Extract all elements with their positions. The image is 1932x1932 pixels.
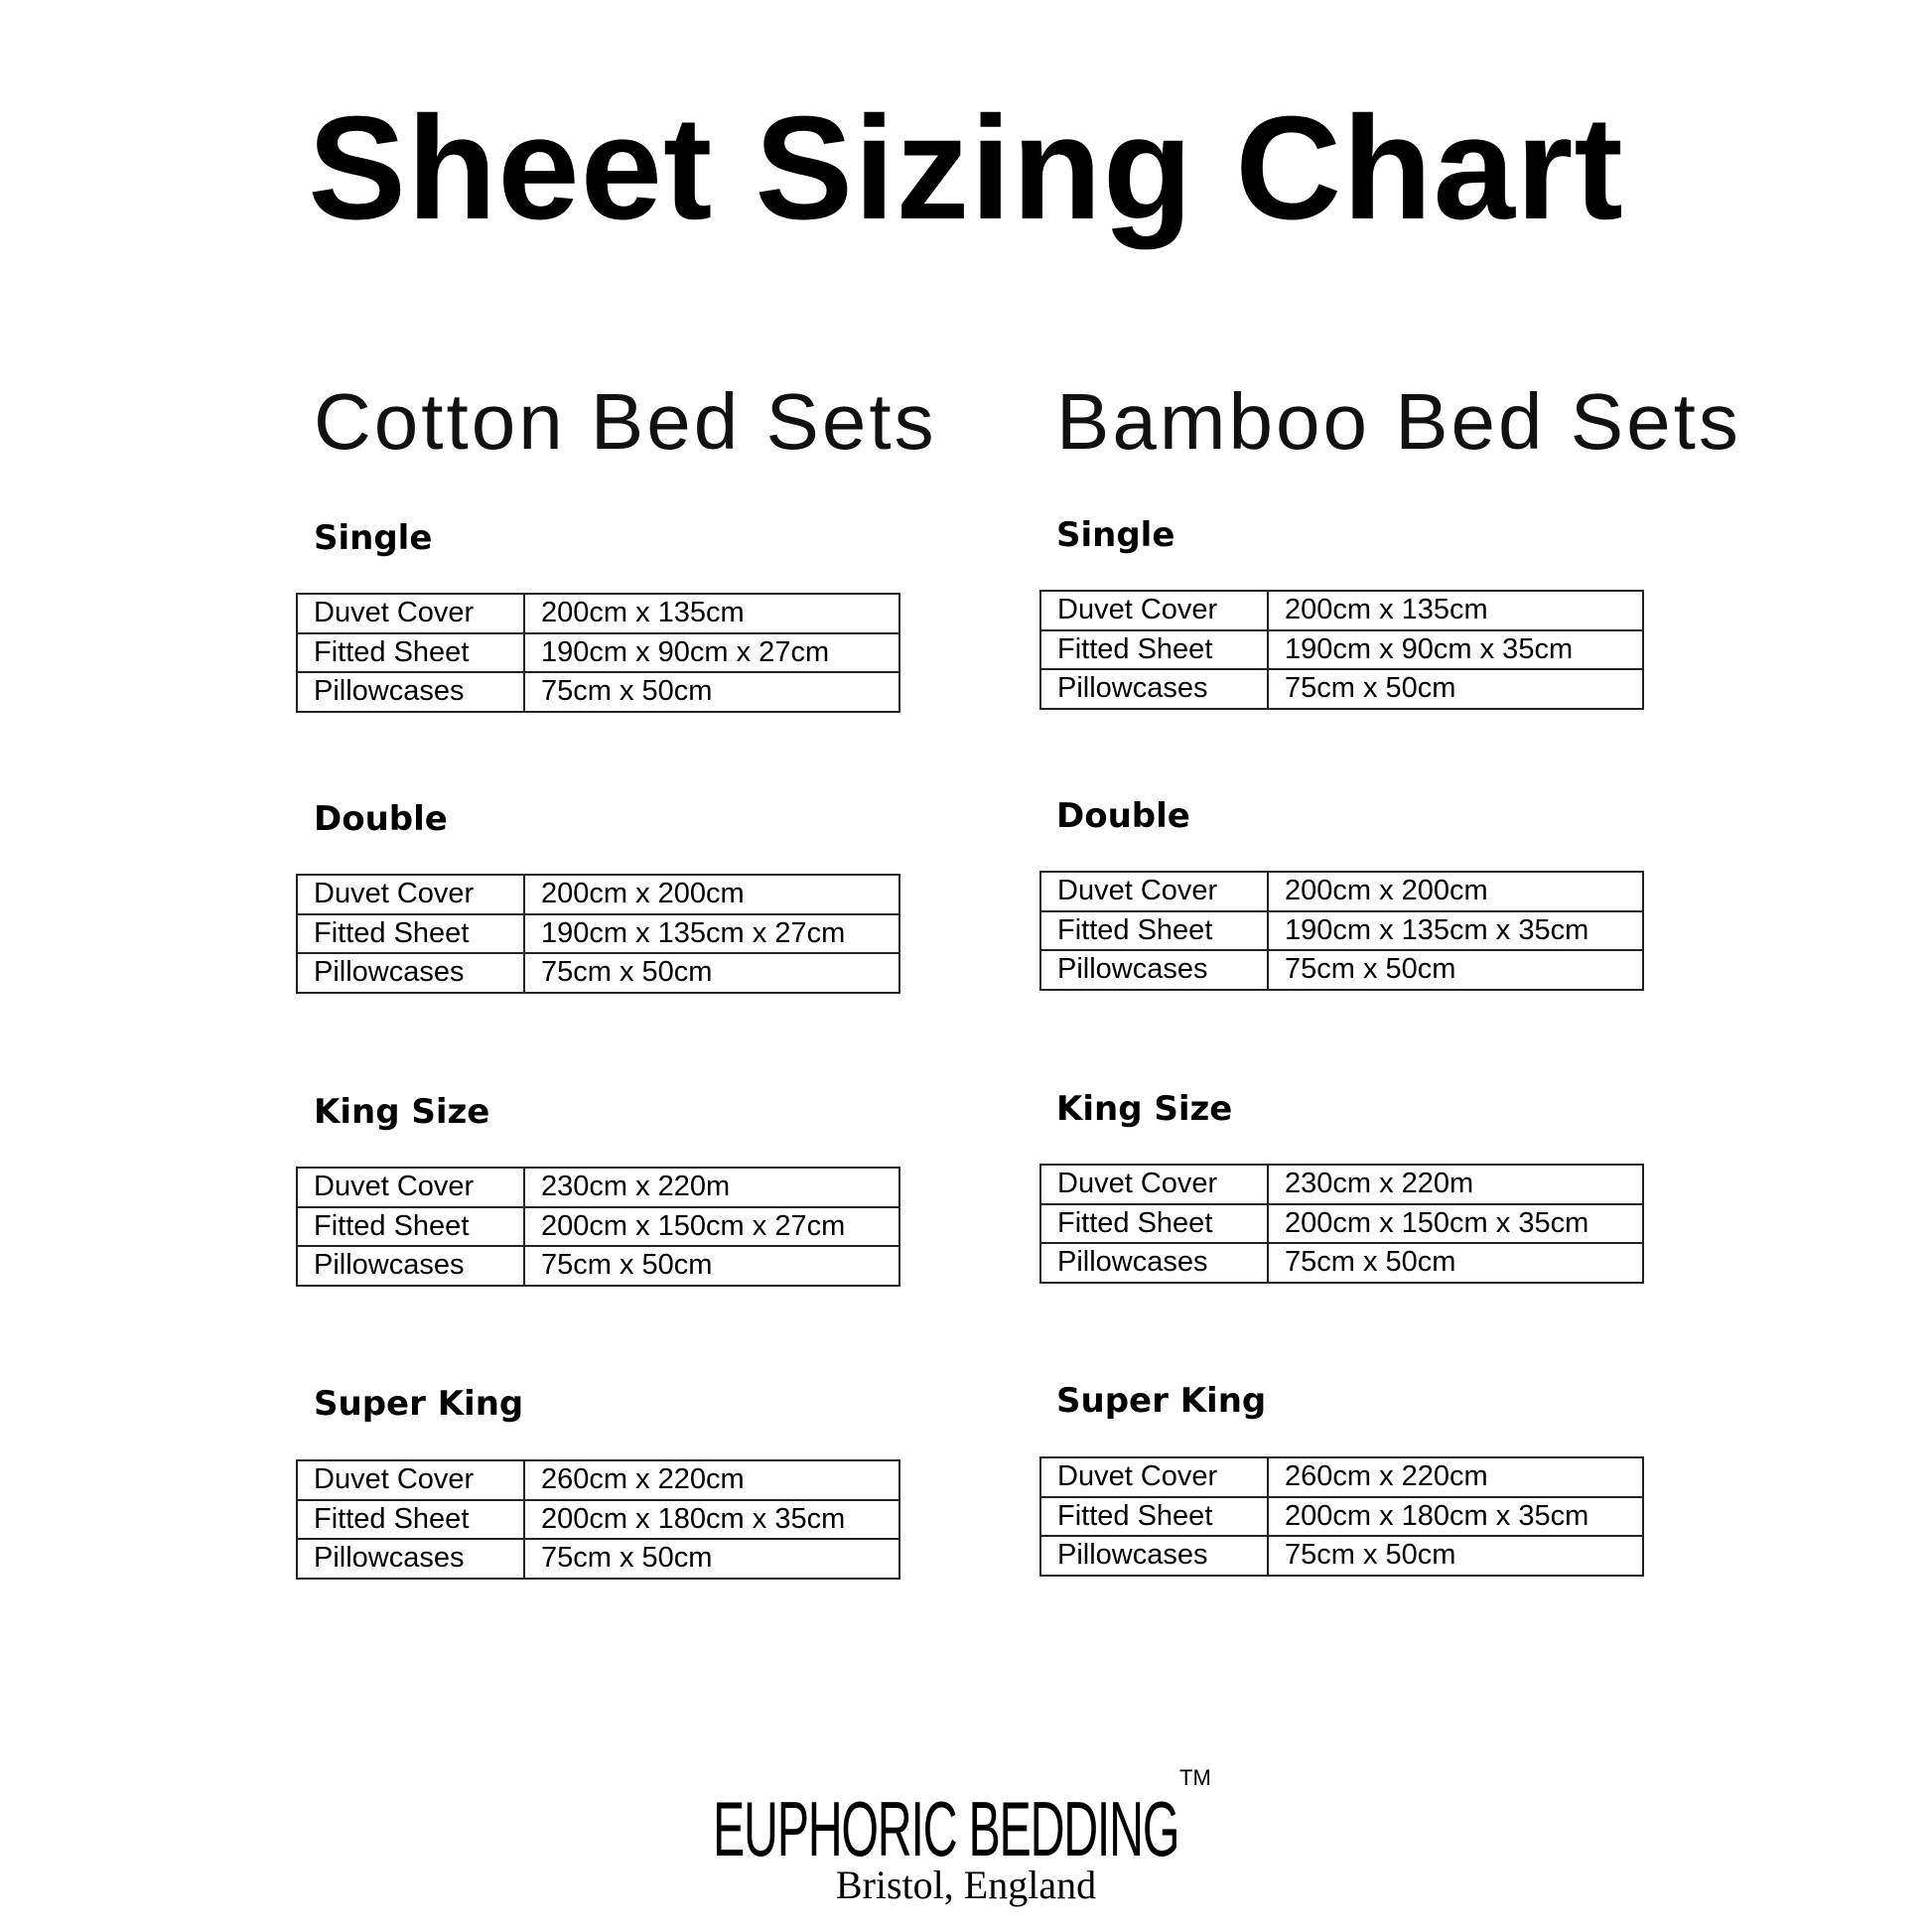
table-row: Fitted Sheet 190cm x 135cm x 27cm xyxy=(296,912,900,954)
table-row: Fitted Sheet 190cm x 135cm x 35cm xyxy=(1039,909,1644,951)
item-dimensions: 200cm x 135cm xyxy=(1267,590,1644,631)
size-table: Duvet Cover 200cm x 135cm Fitted Sheet 190c… xyxy=(296,593,900,713)
trademark: TM xyxy=(1179,1765,1211,1790)
table-row: Duvet Cover 200cm x 200cm xyxy=(296,874,900,915)
item-dimensions: 200cm x 200cm xyxy=(1267,871,1644,912)
item-name: Pillowcases xyxy=(296,671,525,713)
item-dimensions: 230cm x 220m xyxy=(523,1167,900,1208)
item-name: Fitted Sheet xyxy=(1039,1495,1269,1537)
size-heading: Super King xyxy=(314,1384,524,1424)
table-row: Pillowcases 75cm x 50cm xyxy=(296,671,900,713)
size-table: Duvet Cover 200cm x 200cm Fitted Sheet 190c… xyxy=(1039,871,1644,991)
table-row: Pillowcases 75cm x 50cm xyxy=(1039,668,1644,710)
item-name: Duvet Cover xyxy=(296,874,525,915)
item-dimensions: 75cm x 50cm xyxy=(523,952,900,994)
item-name: Duvet Cover xyxy=(296,593,525,634)
table-row: Pillowcases 75cm x 50cm xyxy=(1039,1242,1644,1284)
item-dimensions: 260cm x 220cm xyxy=(523,1459,900,1501)
table-row: Duvet Cover 200cm x 200cm xyxy=(1039,871,1644,912)
item-dimensions: 200cm x 135cm xyxy=(523,593,900,634)
size-table: Duvet Cover 200cm x 200cm Fitted Sheet 190c… xyxy=(296,874,900,994)
item-dimensions: 75cm x 50cm xyxy=(1267,1535,1644,1577)
item-name: Pillowcases xyxy=(1039,1535,1269,1577)
item-name: Duvet Cover xyxy=(296,1459,525,1501)
size-table: Duvet Cover 260cm x 220cm Fitted Sheet 200c… xyxy=(296,1459,900,1580)
item-name: Fitted Sheet xyxy=(296,631,525,673)
item-name: Fitted Sheet xyxy=(1039,909,1269,951)
item-name: Fitted Sheet xyxy=(296,1205,525,1247)
item-dimensions: 75cm x 50cm xyxy=(1267,668,1644,710)
item-name: Pillowcases xyxy=(1039,949,1269,991)
item-dimensions: 75cm x 50cm xyxy=(1267,949,1644,991)
item-name: Fitted Sheet xyxy=(296,1498,525,1540)
size-heading: King Size xyxy=(1056,1089,1233,1129)
item-dimensions: 190cm x 135cm x 27cm xyxy=(523,912,900,954)
table-row: Duvet Cover 230cm x 220m xyxy=(296,1167,900,1208)
item-name: Pillowcases xyxy=(296,952,525,994)
item-name: Fitted Sheet xyxy=(1039,628,1269,670)
table-row: Fitted Sheet 200cm x 150cm x 27cm xyxy=(296,1205,900,1247)
column-heading: Bamboo Bed Sets xyxy=(1056,377,1741,466)
brand-logo: EUPHORIC BEDDING xyxy=(713,1785,1179,1872)
size-heading: King Size xyxy=(314,1092,490,1132)
item-dimensions: 200cm x 150cm x 27cm xyxy=(523,1205,900,1247)
table-row: Fitted Sheet 200cm x 150cm x 35cm xyxy=(1039,1202,1644,1244)
item-dimensions: 200cm x 200cm xyxy=(523,874,900,915)
size-table: Duvet Cover 230cm x 220m Fitted Sheet 200cm… xyxy=(296,1167,900,1287)
size-heading: Super King xyxy=(1056,1381,1267,1421)
table-row: Duvet Cover 260cm x 220cm xyxy=(1039,1456,1644,1498)
item-name: Pillowcases xyxy=(296,1538,525,1580)
table-row: Pillowcases 75cm x 50cm xyxy=(296,1245,900,1287)
item-name: Duvet Cover xyxy=(1039,1456,1269,1498)
column-heading: Cotton Bed Sets xyxy=(314,377,937,466)
item-dimensions: 190cm x 90cm x 35cm xyxy=(1267,628,1644,670)
table-row: Fitted Sheet 200cm x 180cm x 35cm xyxy=(1039,1495,1644,1537)
item-name: Fitted Sheet xyxy=(1039,1202,1269,1244)
item-dimensions: 75cm x 50cm xyxy=(1267,1242,1644,1284)
item-name: Fitted Sheet xyxy=(296,912,525,954)
table-row: Duvet Cover 230cm x 220m xyxy=(1039,1164,1644,1205)
item-dimensions: 75cm x 50cm xyxy=(523,1245,900,1287)
size-table: Duvet Cover 200cm x 135cm Fitted Sheet 190c… xyxy=(1039,590,1644,710)
size-heading: Single xyxy=(314,518,433,558)
table-row: Fitted Sheet 190cm x 90cm x 35cm xyxy=(1039,628,1644,670)
brand-location: Bristol, England xyxy=(835,1863,1097,1907)
item-dimensions: 190cm x 135cm x 35cm xyxy=(1267,909,1644,951)
item-dimensions: 75cm x 50cm xyxy=(523,671,900,713)
item-dimensions: 260cm x 220cm xyxy=(1267,1456,1644,1498)
item-name: Duvet Cover xyxy=(1039,871,1269,912)
item-name: Pillowcases xyxy=(1039,668,1269,710)
size-heading: Single xyxy=(1056,515,1175,555)
item-dimensions: 75cm x 50cm xyxy=(523,1538,900,1580)
table-row: Pillowcases 75cm x 50cm xyxy=(296,952,900,994)
page-title: Sheet Sizing Chart xyxy=(308,86,1624,250)
table-row: Pillowcases 75cm x 50cm xyxy=(1039,949,1644,991)
item-dimensions: 230cm x 220m xyxy=(1267,1164,1644,1205)
table-row: Duvet Cover 200cm x 135cm xyxy=(296,593,900,634)
item-name: Duvet Cover xyxy=(1039,590,1269,631)
table-row: Pillowcases 75cm x 50cm xyxy=(1039,1535,1644,1577)
item-dimensions: 200cm x 180cm x 35cm xyxy=(1267,1495,1644,1537)
size-heading: Double xyxy=(314,799,448,839)
item-name: Pillowcases xyxy=(1039,1242,1269,1284)
item-dimensions: 190cm x 90cm x 27cm xyxy=(523,631,900,673)
table-row: Fitted Sheet 190cm x 90cm x 27cm xyxy=(296,631,900,673)
size-table: Duvet Cover 260cm x 220cm Fitted Sheet 200c… xyxy=(1039,1456,1644,1577)
size-table: Duvet Cover 230cm x 220m Fitted Sheet 200cm… xyxy=(1039,1164,1644,1284)
table-row: Fitted Sheet 200cm x 180cm x 35cm xyxy=(296,1498,900,1540)
item-name: Pillowcases xyxy=(296,1245,525,1287)
table-row: Pillowcases 75cm x 50cm xyxy=(296,1538,900,1580)
table-row: Duvet Cover 200cm x 135cm xyxy=(1039,590,1644,631)
item-dimensions: 200cm x 150cm x 35cm xyxy=(1267,1202,1644,1244)
item-name: Duvet Cover xyxy=(1039,1164,1269,1205)
size-heading: Double xyxy=(1056,796,1190,836)
item-name: Duvet Cover xyxy=(296,1167,525,1208)
item-dimensions: 200cm x 180cm x 35cm xyxy=(523,1498,900,1540)
table-row: Duvet Cover 260cm x 220cm xyxy=(296,1459,900,1501)
